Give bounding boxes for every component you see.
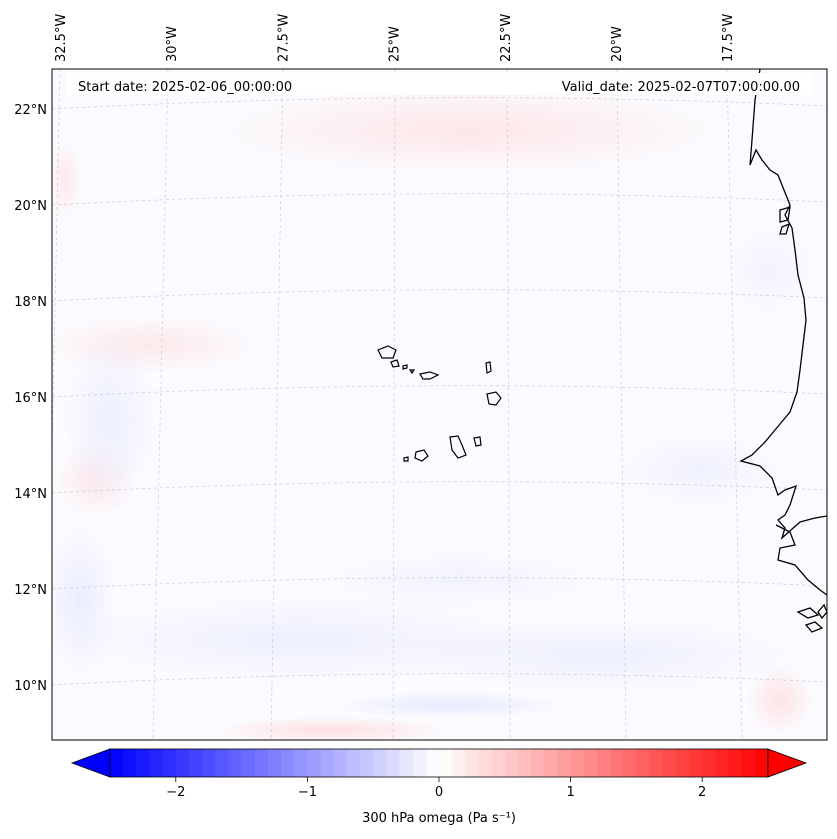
island-santo-antao [377,345,397,359]
island-brava [403,456,409,462]
longitude-label: 20°W [610,26,625,62]
colorbar-band [373,749,387,777]
latitude-label: 12°N [14,583,47,598]
colorbar-band [754,749,769,777]
colorbar-band [596,749,611,777]
colorbar-band [386,749,401,777]
graticule-parallels [52,97,827,686]
map-panel [52,69,827,740]
island-sao-vicente [390,359,400,368]
island-sao-nicolau [419,371,440,380]
coastlines [739,69,827,633]
colorbar-band [675,749,690,777]
colorbar-band [610,749,624,777]
colorbar-band [715,749,730,777]
latitude-labels: 22°N 20°N 18°N 16°N 14°N 12°N 10°N [14,103,47,694]
colorbar-band [149,749,164,777]
colorbar-band [267,749,282,777]
colorbar-band [228,749,243,777]
graticule-meridians [52,69,743,740]
colorbar-extend-high [767,748,808,778]
latitude-label: 14°N [14,487,47,502]
colorbar-band [360,749,374,777]
colorbar-band [188,749,203,777]
colorbar-band [294,749,308,777]
island-fogo [414,449,429,462]
colorbar-band [662,749,677,777]
valid-date-label: Valid_date: 2025-02-07T07:00:00.00 [562,80,800,95]
latitude-label: 18°N [14,295,47,310]
colorbar-band [478,749,493,777]
colorbar-tick-label: 0 [435,785,443,800]
colorbar-band [452,749,466,777]
colorbar-band [215,749,229,777]
island-santiago [449,435,467,459]
colorbar-band [439,749,453,777]
colorbar-band [583,749,598,777]
colorbar-band [531,749,545,777]
colorbar-band [110,749,124,777]
colorbar-tick-label: −1 [298,785,317,800]
colorbar-extend-low [70,748,111,778]
longitude-label: 32.5°W [54,14,69,62]
island-maio [473,436,482,447]
colorbar-tick-label: −2 [166,785,185,800]
map-frame [51,68,828,741]
colorbar-tick-label: 1 [566,785,574,800]
colorbar-band [412,749,427,777]
colorbar-band [254,749,269,777]
colorbar-band [465,749,479,777]
longitude-label: 27.5°W [276,14,291,62]
colorbar-band [175,749,190,777]
colorbar-band [649,749,664,777]
colorbar-band [702,749,716,777]
longitude-label: 30°W [165,26,180,62]
colorbar-band [636,749,651,777]
colorbar-band [346,749,361,777]
guinea-bissau-coast [775,524,827,596]
colorbar-band [162,749,177,777]
colorbar-band [504,749,519,777]
colorbar-band [491,749,506,777]
island-sal [485,361,492,374]
colorbar-band [399,749,414,777]
colorbar-band [307,749,322,777]
colorbar-band [281,749,295,777]
longitude-label: 22.5°W [499,14,514,62]
colorbar-band [202,749,216,777]
colorbar-band [136,749,150,777]
longitude-label: 25°W [388,26,403,62]
colorbar-label: 300 hPa omega (Pa s⁻¹) [362,811,516,826]
latitude-label: 10°N [14,679,47,694]
colorbar-band [728,749,743,777]
colorbar-band [623,749,637,777]
longitude-labels: 32.5°W 30°W 27.5°W 25°W 22.5°W 20°W 17.5°W [54,14,736,62]
colorbar-band [689,749,703,777]
latitude-label: 22°N [14,103,47,118]
start-date-label: Start date: 2025-02-06_00:00:00 [78,80,292,95]
colorbar-band [425,749,440,777]
longitude-label: 17.5°W [721,14,736,62]
island-boa-vista [486,391,502,406]
colorbar: −2 −1 0 1 2 300 hPa omega (Pa s⁻¹) [70,748,808,826]
colorbar-band [320,749,335,777]
colorbar-band [557,749,572,777]
colorbar-bands [110,749,769,777]
colorbar-band [123,749,137,777]
colorbar-band [517,749,532,777]
latitude-label: 16°N [14,391,47,406]
colorbar-tick-label: 2 [698,785,706,800]
latitude-label: 20°N [14,199,47,214]
colorbar-band [544,749,558,777]
omega-field-shading [52,85,820,740]
colorbar-band [333,749,348,777]
west-africa-coastline [739,69,827,541]
colorbar-ticks: −2 −1 0 1 2 [166,777,706,800]
colorbar-band [741,749,756,777]
cabo-verde-islands [377,345,502,462]
colorbar-band [241,749,256,777]
header-band [66,73,812,95]
colorbar-band [570,749,585,777]
